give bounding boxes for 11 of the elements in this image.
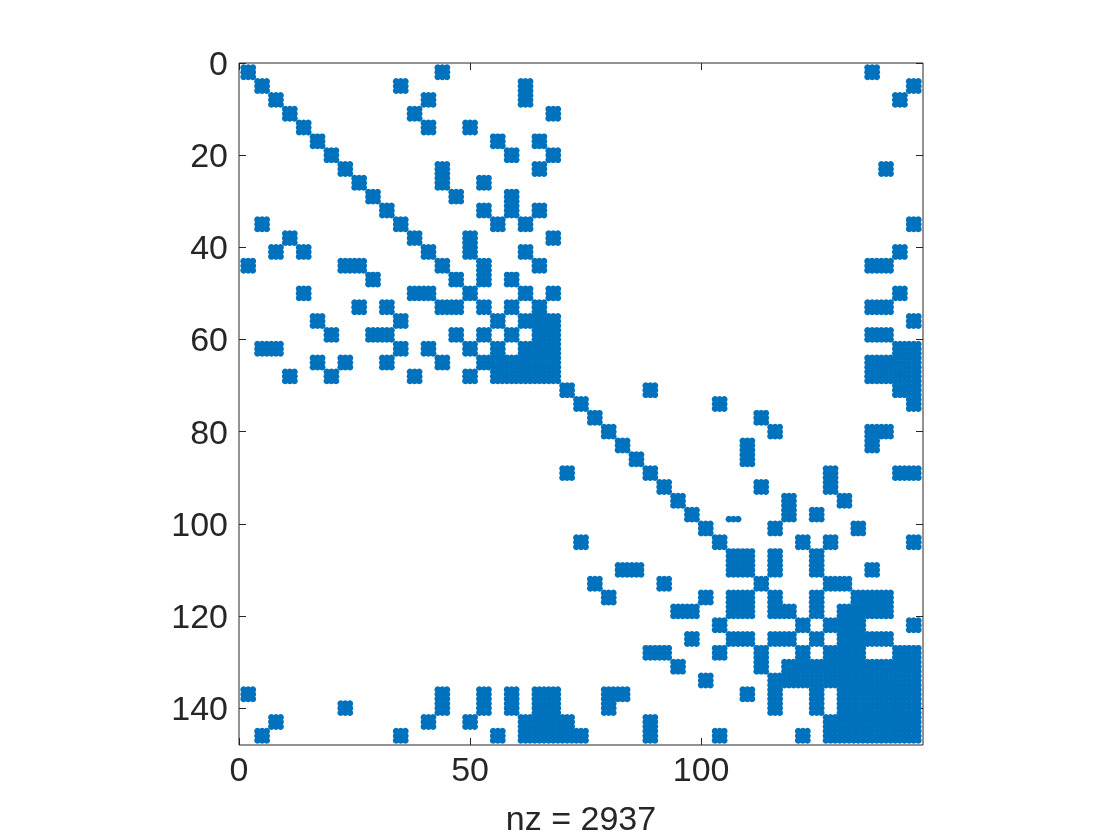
y-tick-label: 0 xyxy=(209,44,228,82)
y-tick-label: 40 xyxy=(190,228,228,267)
y-tick-label: 20 xyxy=(190,136,228,175)
x-tick-label: 50 xyxy=(451,750,489,788)
y-tick-label: 140 xyxy=(171,689,228,728)
y-tick-label: 80 xyxy=(190,412,228,451)
y-tick-label: 120 xyxy=(171,596,228,635)
x-tick-label: 100 xyxy=(672,750,730,788)
y-tick-label: 100 xyxy=(171,504,228,543)
x-axis-title: nz = 2937 xyxy=(505,799,657,837)
y-tick-label: 60 xyxy=(190,320,228,359)
